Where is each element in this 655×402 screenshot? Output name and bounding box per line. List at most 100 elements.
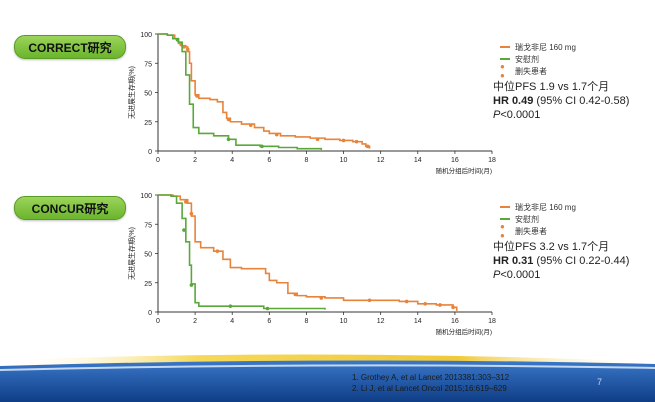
x-axis-label: 随机分组后时间(月) [436, 166, 492, 175]
footer-wave-band [0, 354, 655, 402]
x-tick-label: 0 [156, 318, 160, 325]
reference-2: 2. Li J, et al Lancet Oncol 2015;16:619–… [352, 384, 507, 393]
p-value-text: P<0.0001 [493, 108, 629, 122]
y-tick-label: 25 [144, 120, 152, 127]
x-tick-label: 18 [488, 318, 496, 325]
censored-point [195, 94, 199, 98]
censored-point [274, 132, 279, 137]
censored-point [315, 137, 320, 142]
x-tick-label: 16 [451, 157, 459, 164]
concur-stats: 中位PFS 3.2 vs 1.7个月 HR 0.31 (95% CI 0.22-… [493, 240, 629, 282]
censored-point [319, 296, 324, 300]
placebo-line-swatch [500, 218, 510, 220]
regorafenib-line-swatch [500, 46, 510, 48]
censored-point [354, 139, 359, 144]
p-label: P [493, 269, 501, 281]
correct-study-badge: CORRECT研究 [14, 35, 126, 59]
censored-dots-swatch: ● ● [500, 62, 506, 80]
regorafenib-curve [158, 194, 458, 311]
regorafenib-curve [158, 33, 371, 149]
correct-legend: 瑞戈非尼 160 mg 安慰剂 ● ● 删失患者 [500, 41, 576, 80]
x-tick-label: 12 [377, 157, 385, 164]
censored-point [226, 137, 231, 142]
median-pfs-text: 中位PFS 1.9 vs 1.7个月 [493, 81, 610, 93]
x-tick-label: 12 [377, 318, 385, 325]
censored-point [404, 299, 409, 304]
ci-text: (95% CI 0.42-0.58) [533, 95, 630, 107]
x-tick-label: 8 [304, 157, 308, 164]
y-tick-label: 100 [140, 32, 152, 39]
x-tick-label: 18 [488, 157, 496, 164]
x-tick-label: 2 [193, 157, 197, 164]
censored-point [248, 123, 253, 128]
censored-point [451, 305, 455, 310]
censored-point [293, 292, 298, 297]
concur-legend: 瑞戈非尼 160 mg 安慰剂 ● ● 删失患者 [500, 201, 576, 240]
y-tick-label: 100 [140, 193, 152, 200]
legend-label-regorafenib: 瑞戈非尼 160 mg [515, 42, 576, 52]
legend-item-placebo: 安慰剂 [500, 53, 576, 65]
censored-point [228, 304, 233, 308]
p-label: P [493, 109, 501, 121]
x-tick-label: 16 [451, 318, 459, 325]
y-tick-label: 75 [144, 222, 152, 229]
censored-point [341, 138, 346, 143]
legend-label-placebo: 安慰剂 [515, 54, 539, 64]
x-tick-label: 10 [340, 318, 348, 325]
censored-point [260, 144, 264, 149]
censored-point [182, 228, 186, 232]
hazard-ratio-text: HR 0.49 (95% CI 0.42-0.58) [493, 94, 629, 108]
hr-label: HR 0.31 [493, 255, 534, 267]
legend-label-regorafenib: 瑞戈非尼 160 mg [515, 202, 576, 212]
censored-point [438, 303, 442, 307]
legend-item-placebo: 安慰剂 [500, 213, 576, 225]
hr-label: HR 0.49 [493, 95, 534, 107]
censored-point [175, 38, 180, 42]
x-tick-label: 10 [340, 157, 348, 164]
x-tick-label: 4 [230, 157, 234, 164]
y-tick-label: 0 [148, 310, 152, 317]
censored-point [226, 117, 231, 122]
y-axis-label: 无进展生存期(%) [127, 66, 136, 119]
y-tick-label: 50 [144, 91, 152, 98]
legend-item-regorafenib: 瑞戈非尼 160 mg [500, 41, 576, 53]
censored-point [189, 283, 194, 287]
censored-point [367, 298, 372, 303]
placebo-curve [158, 33, 323, 150]
ci-text: (95% CI 0.22-0.44) [533, 255, 630, 267]
p-value: <0.0001 [500, 109, 541, 121]
placebo-line-swatch [500, 58, 510, 60]
correct-pfs-chart: 0 25 50 75 100 0 2 4 6 8 10 12 14 16 18 无进展生存期(%) 随机分组后时… [127, 32, 496, 175]
censored-point [265, 306, 270, 311]
censored-point [189, 211, 194, 216]
x-tick-label: 14 [414, 318, 422, 325]
x-axis-label: 随机分组后时间(月) [436, 327, 492, 336]
legend-label-placebo: 安慰剂 [515, 214, 539, 224]
concur-study-badge: CONCUR研究 [14, 196, 126, 220]
regorafenib-line-swatch [500, 206, 510, 208]
y-tick-label: 0 [148, 149, 152, 156]
x-tick-label: 0 [156, 157, 160, 164]
censored-point [182, 45, 186, 49]
censored-point [365, 144, 370, 149]
x-tick-label: 14 [414, 157, 422, 164]
p-value: <0.0001 [500, 269, 541, 281]
legend-item-censored: ● ● 删失患者 [500, 222, 576, 240]
page-number: 7 [597, 377, 603, 387]
x-tick-label: 6 [267, 318, 271, 325]
placebo-curve [158, 194, 326, 310]
legend-item-censored: ● ● 删失患者 [500, 62, 576, 80]
x-tick-label: 4 [230, 318, 234, 325]
y-tick-label: 25 [144, 281, 152, 288]
concur-pfs-chart: 0 25 50 75 100 0 2 4 6 8 10 12 14 16 18 无进展生存期(%) 随机分组后时… [127, 193, 496, 336]
reference-1: 1. Grothey A, et al Lancet 2013381:303–3… [352, 373, 510, 382]
y-axis-label: 无进展生存期(%) [127, 227, 136, 280]
y-tick-label: 75 [144, 61, 152, 68]
y-tick-label: 50 [144, 252, 152, 259]
legend-label-censored: 删失患者 [515, 226, 547, 236]
censored-dots-swatch: ● ● [500, 222, 506, 240]
legend-label-censored: 删失患者 [515, 66, 547, 76]
x-tick-label: 2 [193, 318, 197, 325]
references: 1. Grothey A, et al Lancet 2013381:303–3… [352, 372, 509, 394]
x-tick-label: 6 [267, 157, 271, 164]
